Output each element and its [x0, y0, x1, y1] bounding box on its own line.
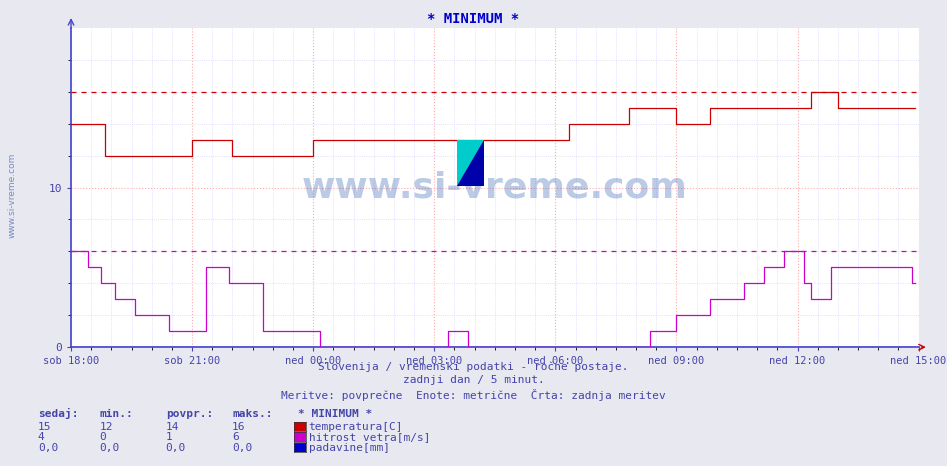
- Text: 1: 1: [166, 432, 172, 442]
- Text: * MINIMUM *: * MINIMUM *: [427, 12, 520, 26]
- Text: 0,0: 0,0: [38, 443, 58, 453]
- Text: 14: 14: [166, 422, 179, 432]
- Text: 0,0: 0,0: [232, 443, 252, 453]
- Text: Slovenija / vremenski podatki - ročne postaje.: Slovenija / vremenski podatki - ročne po…: [318, 361, 629, 372]
- Text: maks.:: maks.:: [232, 409, 273, 419]
- Text: 15: 15: [38, 422, 51, 432]
- Text: povpr.:: povpr.:: [166, 409, 213, 419]
- Text: 12: 12: [99, 422, 113, 432]
- Text: hitrost vetra[m/s]: hitrost vetra[m/s]: [309, 432, 430, 442]
- Text: www.si-vreme.com: www.si-vreme.com: [8, 153, 17, 239]
- Polygon shape: [457, 140, 484, 186]
- Text: zadnji dan / 5 minut.: zadnji dan / 5 minut.: [402, 375, 545, 385]
- Text: min.:: min.:: [99, 409, 134, 419]
- Text: Meritve: povprečne  Enote: metrične  Črta: zadnja meritev: Meritve: povprečne Enote: metrične Črta:…: [281, 389, 666, 401]
- Text: www.si-vreme.com: www.si-vreme.com: [302, 171, 688, 205]
- Text: 6: 6: [232, 432, 239, 442]
- Text: 0,0: 0,0: [99, 443, 119, 453]
- Text: 4: 4: [38, 432, 45, 442]
- Text: padavine[mm]: padavine[mm]: [309, 443, 390, 453]
- Text: 0,0: 0,0: [166, 443, 186, 453]
- Text: 0: 0: [99, 432, 106, 442]
- Polygon shape: [457, 140, 484, 186]
- Text: * MINIMUM *: * MINIMUM *: [298, 409, 372, 419]
- Text: 16: 16: [232, 422, 245, 432]
- Text: sedaj:: sedaj:: [38, 408, 79, 419]
- Text: temperatura[C]: temperatura[C]: [309, 422, 403, 432]
